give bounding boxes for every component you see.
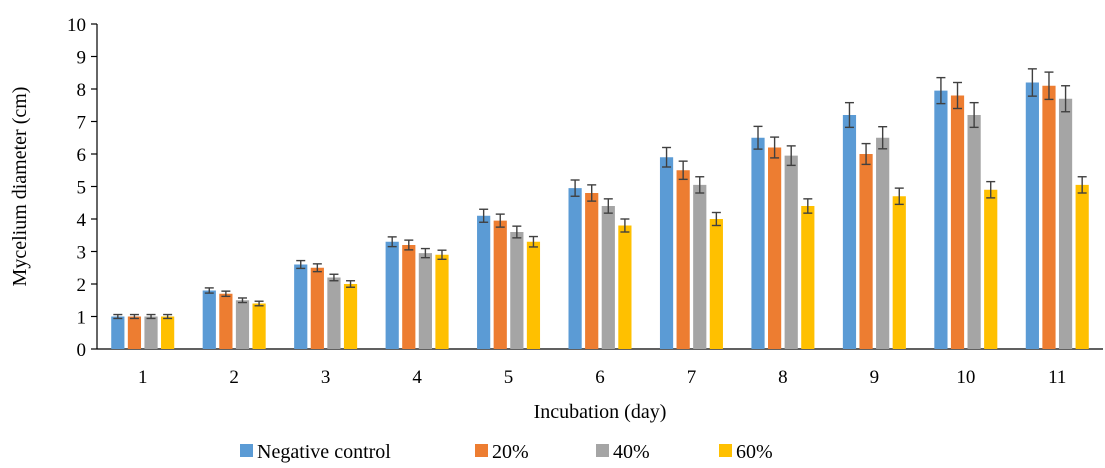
x-tick-label: 10 [956, 367, 975, 388]
x-tick-label: 8 [778, 367, 788, 388]
y-tick-label: 7 [77, 113, 87, 134]
x-tick-label: 4 [412, 367, 422, 388]
legend-label: 20% [492, 441, 529, 463]
bar [402, 245, 416, 349]
x-tick-label: 9 [870, 367, 880, 388]
x-tick-label: 3 [321, 367, 331, 388]
bar [310, 267, 324, 349]
bar [144, 316, 158, 349]
legend-label: 40% [613, 441, 650, 463]
y-tick-label: 2 [77, 275, 87, 296]
bar [327, 277, 341, 349]
bar [568, 188, 582, 349]
bar [435, 254, 449, 349]
bar [693, 184, 707, 349]
legend: Negative control 20% 40% 60% [240, 441, 773, 463]
bar [984, 189, 998, 349]
bar [235, 300, 250, 349]
bar [859, 154, 873, 349]
bar [1025, 82, 1039, 349]
x-tick-label: 6 [595, 367, 605, 388]
x-tick-label: 7 [687, 367, 697, 388]
y-tick-label: 4 [77, 210, 87, 231]
y-tick-label: 1 [77, 308, 87, 329]
legend-label: 60% [736, 441, 773, 463]
y-tick-label: 8 [77, 80, 87, 101]
y-tick-label: 0 [77, 340, 87, 361]
bar [493, 220, 507, 349]
y-axis-title: Mycelium diameter (cm) [9, 87, 31, 287]
bar [934, 90, 948, 349]
legend-swatch [719, 444, 732, 457]
bar [876, 137, 890, 349]
bar [950, 95, 965, 349]
x-tick-label: 11 [1048, 367, 1066, 388]
y-tick-label: 3 [77, 243, 87, 264]
bar [385, 241, 399, 349]
y-tick-label: 9 [77, 48, 87, 69]
bar [892, 196, 906, 349]
tick-labels: 0 1 2 3 4 5 6 7 8 9 10 1 2 3 4 5 6 7 8 9 10 11 [67, 15, 1066, 388]
bar [618, 225, 632, 349]
bar [219, 293, 233, 349]
y-tick-label: 6 [77, 145, 87, 166]
bar [294, 264, 308, 349]
x-tick-label: 2 [229, 367, 239, 388]
bar [161, 316, 175, 349]
bar [1058, 98, 1073, 349]
bar [709, 219, 723, 349]
bar [343, 284, 358, 349]
bar [510, 232, 524, 349]
x-tick-label: 1 [138, 367, 148, 388]
bar [526, 241, 541, 349]
bar [1042, 85, 1056, 349]
bar [676, 170, 690, 349]
bar [842, 115, 857, 349]
bar [601, 206, 615, 349]
bar [751, 137, 765, 349]
bar [659, 157, 674, 349]
bar [585, 193, 599, 349]
legend-swatch [475, 444, 488, 457]
bar [801, 206, 815, 349]
bar [967, 115, 981, 349]
error-bars [113, 68, 1087, 320]
x-axis-title: Incubation (day) [534, 401, 667, 423]
bar [111, 316, 125, 349]
bar [768, 147, 782, 349]
legend-swatch [596, 444, 609, 457]
bar [252, 303, 266, 349]
y-tick-label: 5 [77, 178, 87, 199]
bar [202, 290, 216, 349]
bar [418, 253, 432, 349]
bar [784, 155, 798, 349]
y-tick-label: 10 [67, 15, 86, 36]
bars [111, 82, 1089, 349]
bar [127, 316, 142, 349]
legend-swatch [240, 444, 253, 457]
bar [1075, 184, 1089, 349]
x-tick-label: 5 [504, 367, 514, 388]
bar [477, 215, 491, 349]
legend-label: Negative control [257, 441, 391, 463]
